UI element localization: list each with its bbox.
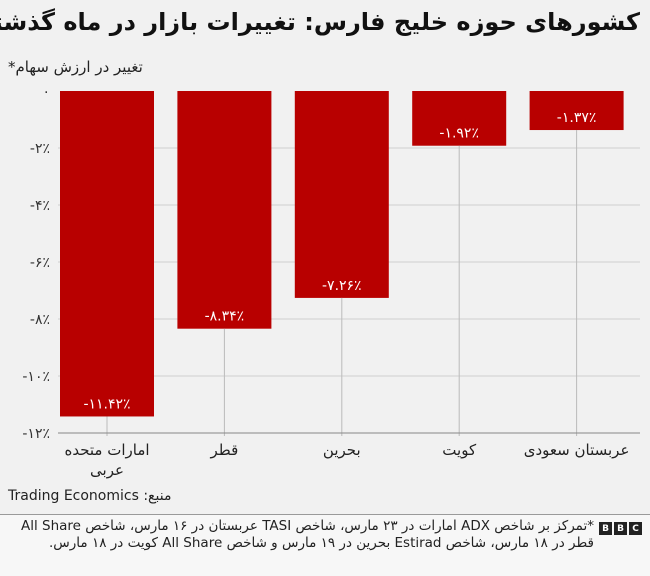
x-tick-label: کویت <box>442 441 477 459</box>
x-tick-label: بحرین <box>323 441 361 459</box>
y-tick-label: -۴٪ <box>30 198 50 214</box>
footer <box>0 515 650 576</box>
bar <box>529 91 624 131</box>
chart-title: کشورهای حوزه خلیج فارس: تغییرات بازار در… <box>0 8 640 36</box>
y-tick-label: -۸٪ <box>30 312 50 328</box>
y-tick-label: -۲٪ <box>30 141 50 157</box>
bbc-logo-b1: B <box>599 522 612 535</box>
y-axis-label: تغییر در ارزش سهام* <box>8 58 143 76</box>
data-label: -۸.۳۴٪ <box>205 309 245 325</box>
y-tick-label: -۶٪ <box>30 255 50 271</box>
bar-chart: ۰ -۲٪ -۴٪ -۶٪ -۸٪ -۱۰٪ -۱۲٪ -۱۱.۴۲٪ امارات متحده… <box>22 84 640 479</box>
data-label: -۷.۲۶٪ <box>322 278 362 294</box>
source-text: منبع: Trading Economics <box>8 488 172 504</box>
data-label: -۱.۳۷٪ <box>557 110 597 126</box>
bbc-logo: B B C <box>599 522 642 535</box>
x-tick-label: عربی <box>90 461 124 479</box>
footnote: *تمرکز بر شاخص ADX امارات در ۲۳ مارس، شا… <box>20 518 594 551</box>
bar <box>60 91 154 417</box>
bar <box>412 91 507 146</box>
footer-divider <box>0 514 650 515</box>
data-label: -۱.۹۲٪ <box>439 126 479 142</box>
bar <box>294 91 389 298</box>
bbc-logo-b2: B <box>614 522 627 535</box>
bbc-logo-c: C <box>629 522 642 535</box>
data-label: -۱۱.۴۲٪ <box>83 396 130 412</box>
bar <box>177 91 272 329</box>
x-tick-label: قطر <box>210 441 239 459</box>
x-tick-label: عربستان سعودی <box>524 441 630 459</box>
x-tick-label: امارات متحده <box>64 441 149 459</box>
y-tick-label: -۱۲٪ <box>22 426 50 442</box>
y-tick-label: ۰ <box>42 84 50 100</box>
y-tick-label: -۱۰٪ <box>22 369 50 385</box>
